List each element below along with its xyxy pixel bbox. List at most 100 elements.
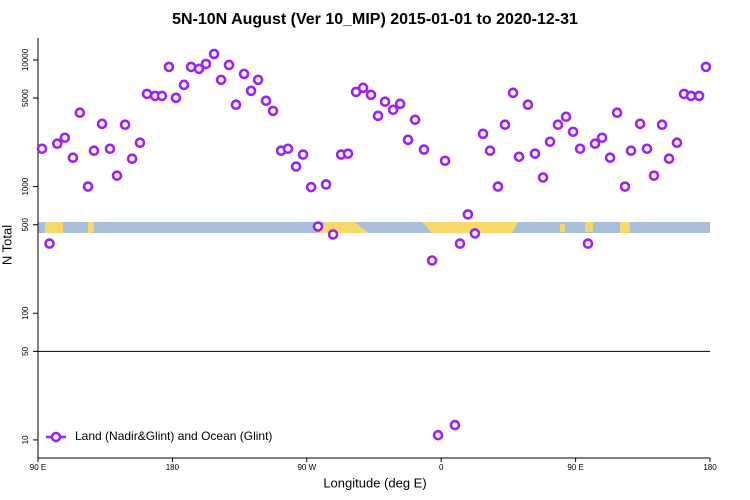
- data-point: [394, 98, 406, 110]
- data-point: [200, 58, 212, 70]
- x-axis-label: Longitude (deg E): [323, 475, 426, 490]
- data-point: [290, 161, 302, 172]
- data-point: [320, 179, 332, 190]
- data-point: [574, 143, 586, 155]
- data-point: [596, 132, 608, 144]
- data-point: [193, 63, 205, 75]
- data-point: [589, 138, 601, 150]
- x-tick-label: 90 E: [30, 463, 46, 472]
- y-tick-label: 100: [21, 306, 30, 320]
- data-point: [693, 90, 705, 102]
- data-point: [439, 155, 451, 167]
- data-point: [522, 99, 534, 111]
- land-strip: [560, 224, 565, 232]
- data-point: [111, 170, 123, 181]
- data-point: [567, 126, 579, 138]
- data-point: [342, 148, 354, 159]
- chart-title: 5N-10N August (Ver 10_MIP) 2015-01-01 to…: [172, 11, 578, 28]
- data-point: [88, 145, 100, 157]
- legend-marker: [50, 431, 62, 443]
- data-point: [484, 145, 496, 157]
- data-point: [215, 74, 227, 86]
- data-point: [51, 138, 63, 150]
- land-strip: [585, 222, 593, 232]
- data-point: [365, 89, 377, 101]
- land-strip: [620, 222, 630, 233]
- data-point: [267, 105, 279, 117]
- data-point: [513, 151, 525, 163]
- data-point: [507, 87, 519, 99]
- data-point: [469, 228, 481, 239]
- data-point: [312, 221, 324, 232]
- data-point: [604, 152, 616, 164]
- data-point: [462, 209, 474, 220]
- x-tick-label: 180: [166, 463, 180, 472]
- y-tick-label: 5000: [21, 89, 30, 107]
- data-point: [223, 59, 235, 71]
- data-point: [625, 145, 637, 157]
- x-tick-label: 90 E: [567, 463, 583, 472]
- map-strip: [38, 222, 710, 233]
- x-tick-label: 180: [703, 463, 717, 472]
- data-point: [230, 99, 242, 111]
- data-point: [156, 90, 168, 102]
- data-point: [379, 96, 391, 108]
- data-point: [372, 110, 384, 122]
- ocean-strip: [38, 222, 710, 233]
- data-point: [648, 170, 660, 181]
- data-point: [537, 172, 549, 183]
- data-point: [449, 419, 461, 431]
- data-point: [671, 137, 683, 149]
- data-point: [492, 181, 504, 192]
- data-point: [499, 119, 511, 131]
- data-point: [552, 119, 564, 131]
- data-point: [432, 429, 444, 441]
- data-point: [426, 255, 438, 266]
- data-point: [560, 111, 572, 123]
- land-strip: [45, 222, 63, 233]
- data-point: [238, 68, 250, 80]
- data-point: [409, 114, 421, 126]
- data-point: [82, 181, 94, 192]
- data-point: [700, 61, 712, 73]
- data-point: [208, 48, 220, 60]
- data-point: [357, 82, 369, 94]
- data-point: [582, 238, 594, 249]
- data-point: [641, 143, 653, 155]
- data-point: [544, 136, 556, 148]
- data-point: [477, 128, 489, 140]
- data-point: [260, 95, 272, 107]
- data-point: [387, 104, 399, 116]
- data-point: [454, 238, 466, 249]
- data-point: [297, 149, 309, 160]
- data-point: [67, 152, 79, 164]
- data-point: [418, 144, 430, 155]
- data-point: [36, 143, 48, 155]
- legend-label: Land (Nadir&Glint) and Ocean (Glint): [75, 429, 272, 443]
- data-point: [119, 119, 131, 131]
- data-point: [634, 118, 646, 130]
- data-point: [656, 119, 668, 131]
- data-point: [104, 143, 116, 155]
- data-point: [611, 107, 623, 119]
- data-point: [163, 61, 175, 73]
- y-tick-label: 500: [21, 218, 30, 232]
- y-tick-label: 10: [21, 435, 30, 444]
- y-axis-label: N Total: [0, 225, 14, 265]
- data-point: [327, 229, 339, 240]
- x-tick-label: 0: [439, 463, 444, 472]
- data-point: [141, 88, 153, 100]
- data-point: [134, 137, 146, 149]
- data-point: [619, 181, 631, 192]
- data-point: [126, 153, 138, 165]
- data-point: [59, 132, 71, 144]
- data-point: [305, 181, 317, 193]
- data-point: [252, 74, 264, 86]
- land-strip: [88, 222, 94, 233]
- data-point: [44, 238, 55, 249]
- data-point: [178, 79, 190, 91]
- data-point: [663, 153, 675, 165]
- data-point: [402, 134, 414, 146]
